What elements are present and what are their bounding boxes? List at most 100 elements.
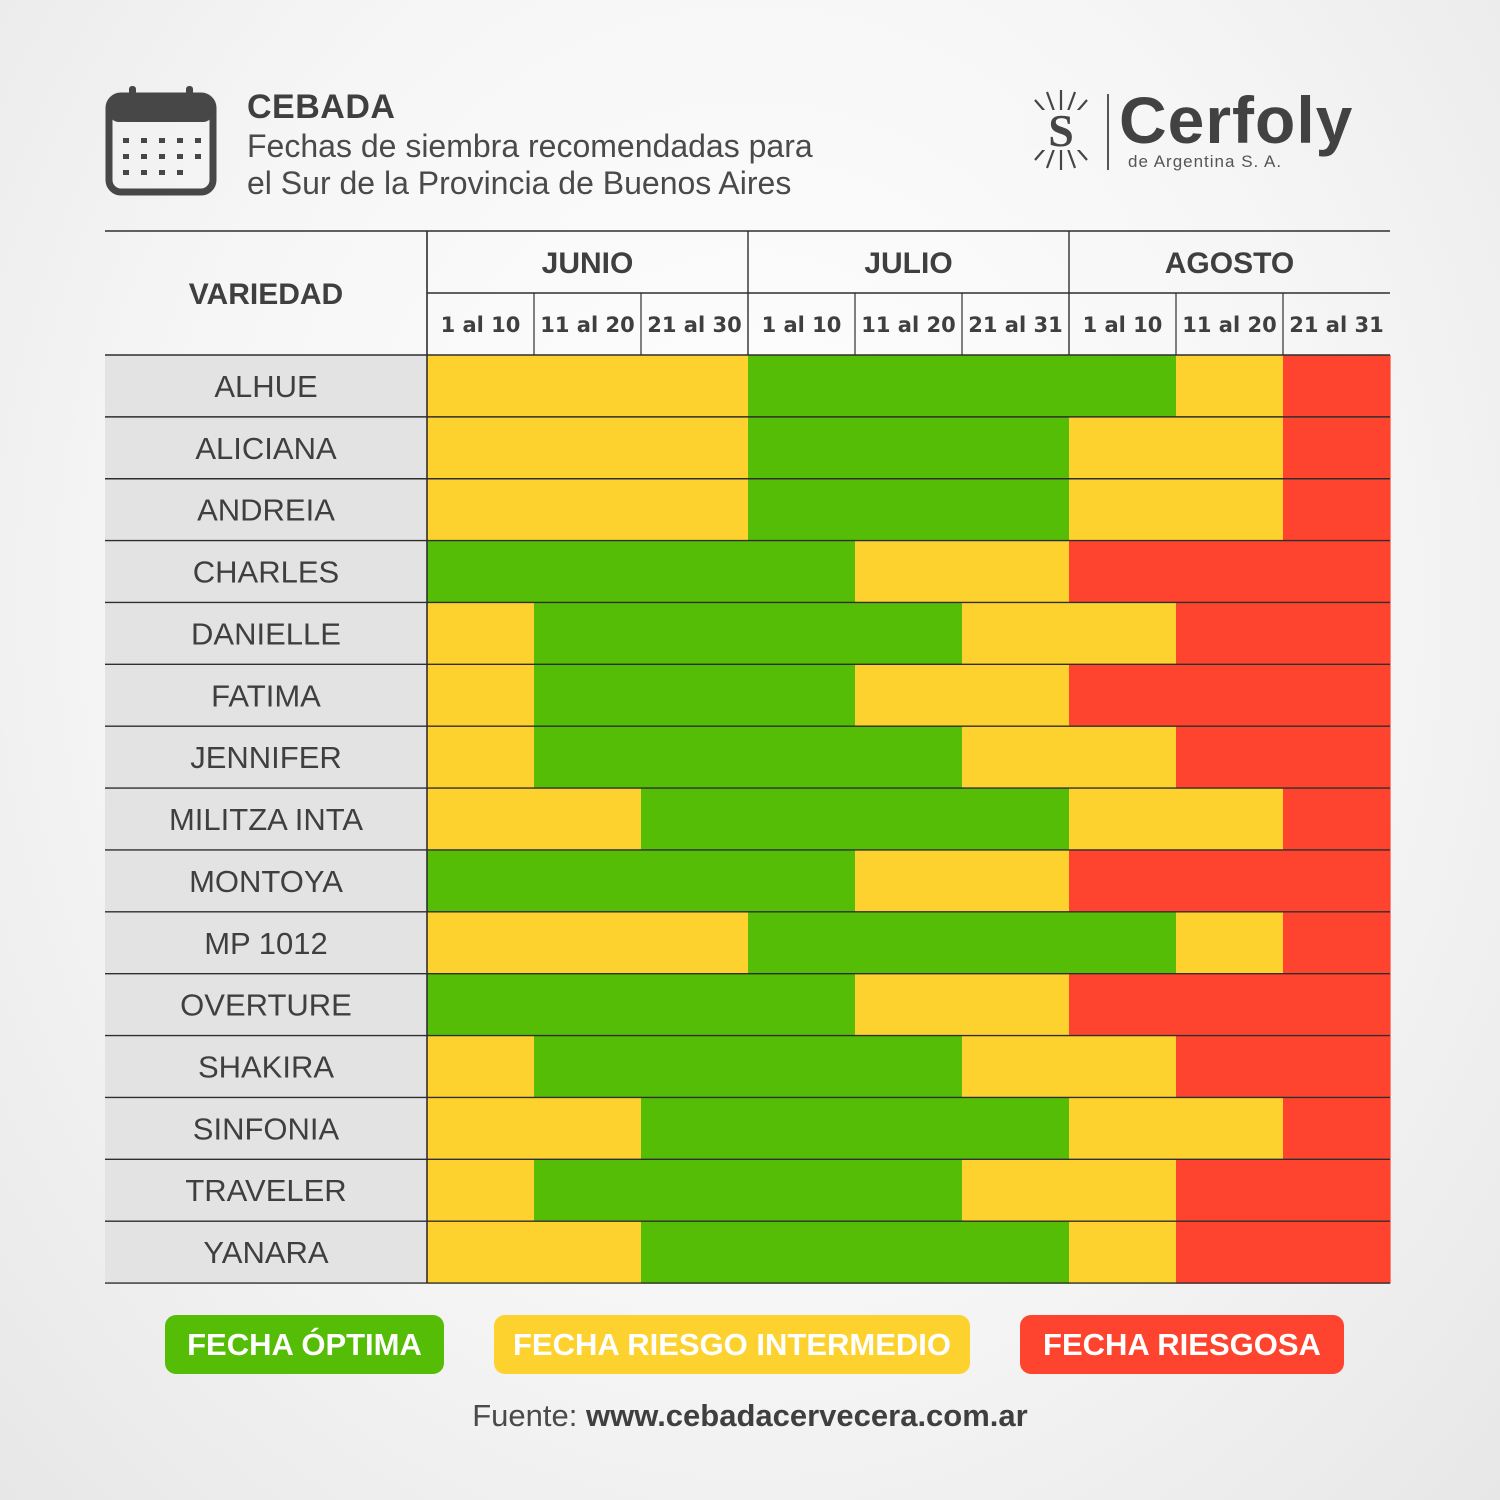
band-cells (427, 355, 1391, 1284)
band-cell-intermedio (1069, 788, 1284, 851)
period-label: 21 al 31 (1289, 313, 1383, 337)
band-cell-intermedio (962, 602, 1177, 665)
band-cell-intermedio (427, 416, 749, 480)
band-cell-optima (427, 849, 856, 913)
header: CEBADA Fechas de siembra recomendadas pa… (0, 0, 1500, 220)
variety-label: JENNIFER (190, 740, 342, 775)
band-cell-intermedio (427, 1035, 535, 1099)
chart-title: CEBADA (247, 88, 396, 126)
variety-label: DANIELLE (191, 616, 341, 651)
variety-label: MONTOYA (189, 864, 343, 899)
band-cell-intermedio (427, 664, 535, 727)
band-cell-riesgosa (1176, 726, 1391, 789)
band-cell-riesgosa (1283, 911, 1391, 975)
legend-riesgosa: FECHA RIESGOSA (1020, 1315, 1344, 1374)
source-url[interactable]: www.cebadacervecera.com.ar (586, 1398, 1028, 1433)
band-cell-intermedio (962, 1035, 1177, 1099)
band-cell-riesgosa (1176, 1221, 1391, 1284)
legend: FECHA ÓPTIMA FECHA RIESGO INTERMEDIO FEC… (0, 1315, 1500, 1375)
variety-label: ANDREIA (197, 493, 335, 528)
band-cell-riesgosa (1069, 540, 1391, 604)
band-cell-intermedio (1176, 911, 1284, 975)
band-cell-optima (748, 355, 1177, 418)
period-label: 21 al 31 (968, 313, 1062, 337)
period-label: 1 al 10 (441, 313, 521, 337)
band-cell-intermedio (855, 664, 1070, 727)
variety-label: TRAVELER (185, 1173, 346, 1208)
band-cell-intermedio (1069, 1097, 1284, 1160)
grid-lines (105, 230, 1390, 1284)
source-prefix: Fuente: (472, 1398, 586, 1433)
band-cell-optima (641, 1097, 1070, 1160)
band-cell-intermedio (855, 973, 1070, 1037)
variety-label: ALHUE (214, 369, 317, 404)
band-cell-optima (534, 726, 963, 789)
band-cell-riesgosa (1069, 973, 1391, 1037)
row-label-column (105, 355, 427, 1284)
band-cell-intermedio (427, 355, 749, 418)
company-logo: S Cerfoly de Argentina S. A. (1025, 83, 1395, 178)
band-cell-riesgosa (1176, 1159, 1391, 1222)
band-cell-intermedio (1176, 355, 1284, 418)
month-label: JUNIO (542, 247, 634, 280)
variety-label: SHAKIRA (198, 1050, 334, 1085)
logo-name: Cerfoly (1119, 83, 1354, 157)
band-cell-riesgosa (1069, 849, 1391, 913)
legend-intermedio: FECHA RIESGO INTERMEDIO (494, 1315, 970, 1374)
band-cell-intermedio (427, 478, 749, 542)
band-cell-riesgosa (1283, 1097, 1391, 1160)
band-cell-optima (641, 1221, 1070, 1284)
period-label: 11 al 20 (540, 313, 634, 337)
variety-label: CHARLES (193, 555, 339, 590)
logo-mark-letter: S (1048, 105, 1074, 156)
variety-label: SINFONIA (193, 1111, 340, 1146)
band-cell-riesgosa (1176, 602, 1391, 665)
source-line: Fuente: www.cebadacervecera.com.ar (0, 1398, 1500, 1434)
band-cell-optima (427, 540, 856, 604)
band-cell-intermedio (855, 849, 1070, 913)
column-header-variedad: VARIEDAD (189, 278, 343, 311)
band-cell-riesgosa (1176, 1035, 1391, 1099)
chart-subtitle-line2: el Sur de la Provincia de Buenos Aires (247, 165, 792, 201)
variety-label: YANARA (203, 1235, 329, 1270)
period-label: 1 al 10 (762, 313, 842, 337)
chart-subtitle-line1: Fechas de siembra recomendadas para (247, 128, 813, 164)
band-cell-optima (641, 788, 1070, 851)
period-label: 21 al 30 (647, 313, 741, 337)
variety-label: MP 1012 (204, 926, 328, 961)
band-cell-intermedio (427, 1097, 642, 1160)
variety-label: FATIMA (211, 678, 321, 713)
band-cell-intermedio (962, 1159, 1177, 1222)
band-cell-intermedio (427, 788, 642, 851)
band-cell-optima (427, 973, 856, 1037)
band-cell-optima (748, 911, 1177, 975)
band-cell-intermedio (1069, 1221, 1177, 1284)
band-cell-optima (534, 602, 963, 665)
band-cell-intermedio (855, 540, 1070, 604)
period-label: 1 al 10 (1083, 313, 1163, 337)
band-cell-optima (534, 1159, 963, 1222)
chart-labels: VARIEDAD JUNIO JULIO AGOSTO 1 al 10 11 al 20 2… (169, 247, 1384, 1270)
band-cell-riesgosa (1283, 788, 1391, 851)
band-cell-intermedio (962, 726, 1177, 789)
band-cell-riesgosa (1283, 478, 1391, 542)
band-cell-intermedio (427, 911, 749, 975)
variety-label: ALICIANA (195, 431, 337, 466)
band-cell-optima (534, 664, 856, 727)
band-cell-intermedio (1069, 478, 1284, 542)
variety-label: MILITZA INTA (169, 802, 363, 837)
band-cell-riesgosa (1069, 664, 1391, 727)
band-cell-intermedio (427, 602, 535, 665)
band-cell-intermedio (427, 1159, 535, 1222)
band-cell-optima (748, 416, 1070, 480)
row-label-background (105, 355, 427, 1284)
logo-divider (1107, 94, 1109, 170)
band-cell-intermedio (427, 1221, 642, 1284)
band-cell-riesgosa (1283, 416, 1391, 480)
band-cell-intermedio (1069, 416, 1284, 480)
month-label: JULIO (864, 247, 952, 280)
variety-label: OVERTURE (180, 988, 352, 1023)
band-cell-riesgosa (1283, 355, 1391, 418)
band-cell-optima (534, 1035, 963, 1099)
